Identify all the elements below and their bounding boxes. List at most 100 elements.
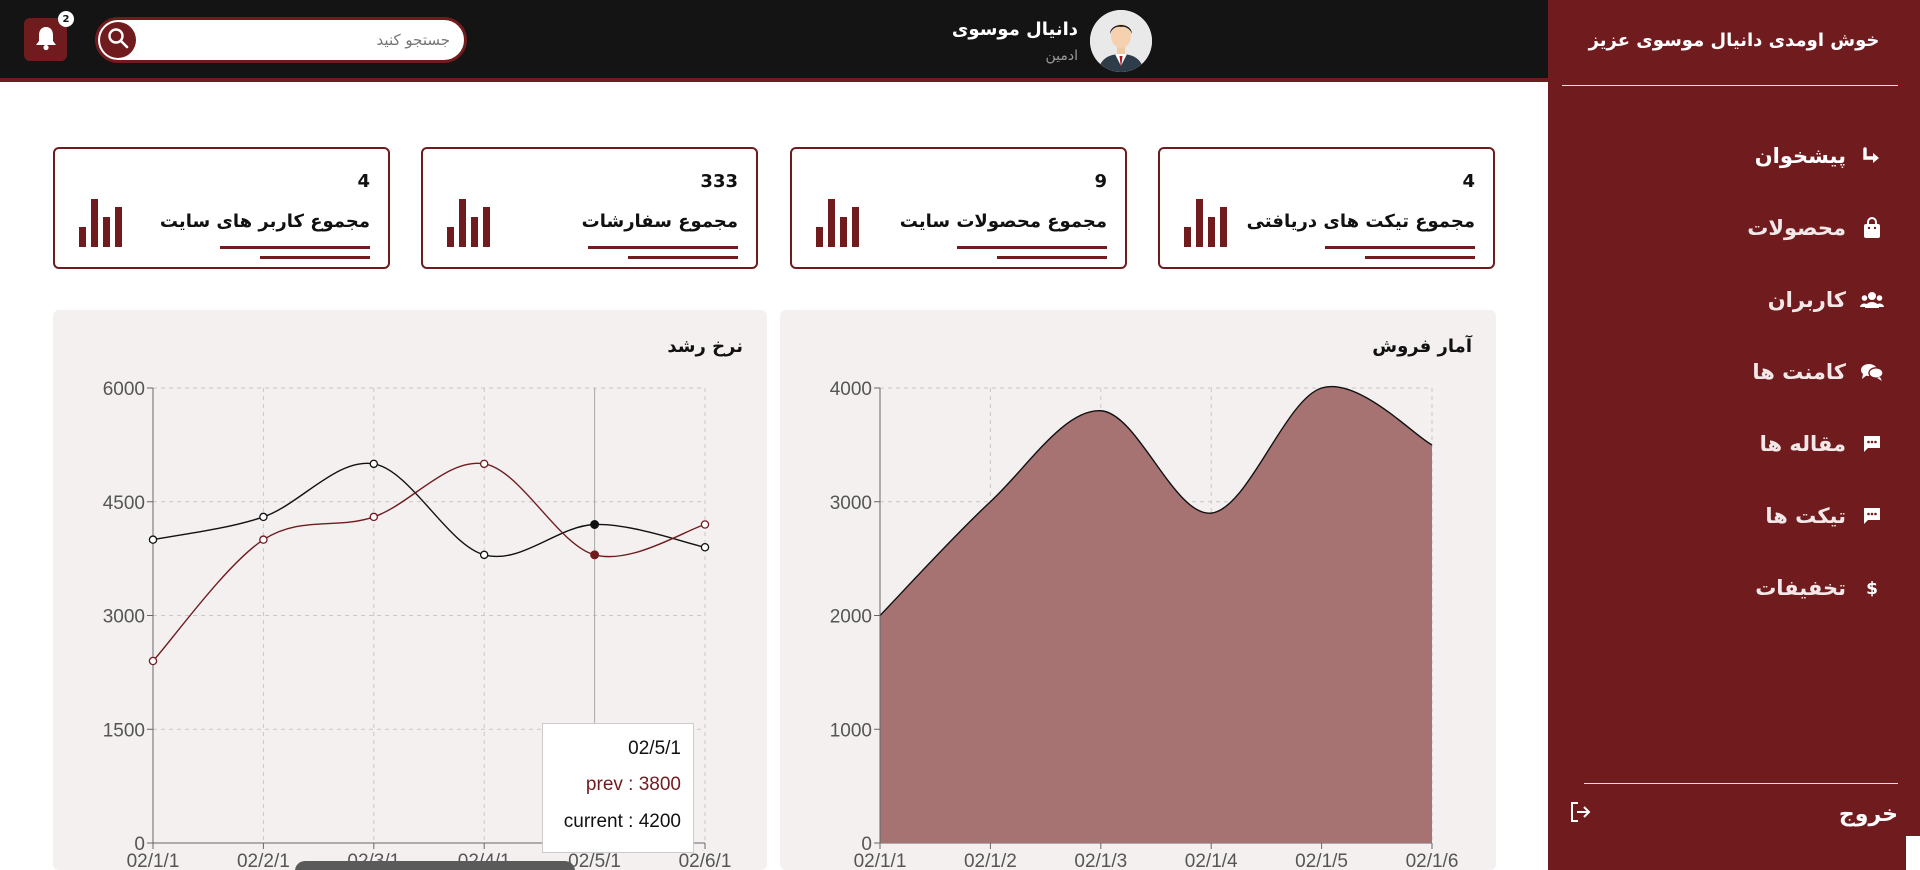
logout-icon bbox=[1568, 800, 1592, 828]
sidebar-divider bbox=[1584, 783, 1898, 784]
bottom-scroll-handle[interactable] bbox=[295, 861, 575, 870]
current-data-point bbox=[700, 542, 710, 552]
prev-data-point bbox=[590, 550, 600, 560]
stat-value: 333 bbox=[700, 171, 738, 192]
current-data-point bbox=[148, 535, 158, 544]
prev-data-point bbox=[259, 535, 268, 544]
prev-data-point bbox=[369, 512, 379, 522]
notifications-button[interactable] bbox=[24, 18, 67, 61]
svg-text:$: $ bbox=[1866, 579, 1878, 599]
current-data-point bbox=[259, 512, 268, 522]
x-tick-label: 02/1/2 bbox=[964, 851, 1017, 870]
x-tick-label: 02/6/1 bbox=[679, 851, 732, 870]
tooltip-date: 02/5/1 bbox=[628, 738, 681, 759]
user-profile[interactable]: دانیال موسوی ادمین bbox=[952, 10, 1152, 72]
sales-area bbox=[880, 386, 1432, 843]
search-button[interactable] bbox=[100, 22, 136, 58]
sales-chart-panel: آمار فروش 0 1000 2000 3000 4000 02/1/1 02/1/2 0… bbox=[780, 310, 1496, 870]
user-role: ادمین bbox=[1045, 47, 1078, 64]
chart-tooltip: 02/5/1 prev : 3800 current : 4200 bbox=[542, 723, 694, 853]
prev-data-point bbox=[700, 520, 710, 529]
stat-card-tickets: 4 مجموع تیکت های دریافتی bbox=[1158, 147, 1495, 269]
sidebar-item-label: تیکت ها bbox=[1765, 504, 1846, 528]
card-underline bbox=[628, 256, 738, 259]
users-icon bbox=[1860, 288, 1884, 312]
stat-card-orders: 333 مجموع سفارشات bbox=[421, 147, 758, 269]
search-box bbox=[95, 17, 467, 63]
sidebar: خوش اومدی دانیال موسوی عزیز پیشخوان محصو… bbox=[1548, 0, 1920, 870]
y-tick-label: 2000 bbox=[830, 607, 872, 628]
y-tick-label: 1000 bbox=[830, 720, 872, 741]
user-info: دانیال موسوی ادمین bbox=[952, 19, 1078, 64]
x-tick-label: 02/2/1 bbox=[237, 851, 290, 870]
bar-chart-icon bbox=[447, 199, 490, 247]
x-tick-label: 02/1/1 bbox=[854, 851, 907, 870]
x-tick-label: 02/1/4 bbox=[1185, 851, 1238, 870]
tooltip-current: current : 4200 bbox=[563, 811, 681, 832]
avatar bbox=[1090, 10, 1152, 72]
y-tick-label: 4500 bbox=[103, 493, 145, 514]
stat-value: 9 bbox=[1094, 171, 1107, 192]
y-tick-label: 6000 bbox=[103, 379, 145, 400]
tooltip-prev: prev : 3800 bbox=[585, 774, 681, 795]
bar-chart-icon bbox=[816, 199, 859, 247]
stat-label: مجموع تیکت های دریافتی bbox=[1246, 211, 1475, 232]
prev-series-line bbox=[152, 462, 706, 662]
stat-card-users: 4 مجموع کاربر های سایت bbox=[53, 147, 390, 269]
card-underline bbox=[997, 256, 1107, 259]
sidebar-item-articles[interactable]: مقاله ها bbox=[1747, 408, 1884, 480]
message-icon bbox=[1860, 432, 1884, 456]
notification-badge: 2 bbox=[58, 11, 74, 27]
sales-area-chart: 0 1000 2000 3000 4000 02/1/1 02/1/2 02/1/3 02/1/… bbox=[830, 379, 1459, 870]
sidebar-item-label: تخفیفات bbox=[1755, 576, 1846, 600]
stat-value: 4 bbox=[1462, 171, 1475, 192]
bar-chart-icon bbox=[79, 199, 122, 247]
card-underline bbox=[957, 246, 1107, 249]
prev-data-point bbox=[148, 656, 158, 666]
logout-label: خروج bbox=[1838, 801, 1898, 827]
x-tick-label: 02/1/6 bbox=[1406, 851, 1459, 870]
scrollbar[interactable] bbox=[1906, 836, 1920, 870]
sidebar-item-dashboard[interactable]: پیشخوان bbox=[1747, 120, 1884, 192]
dollar-icon: $ bbox=[1860, 576, 1884, 600]
sidebar-item-discounts[interactable]: تخفیفات $ bbox=[1747, 552, 1884, 624]
shopping-bag-icon bbox=[1860, 216, 1884, 240]
current-data-point bbox=[369, 459, 379, 469]
bar-chart-icon bbox=[1184, 199, 1227, 247]
stat-label: مجموع سفارشات bbox=[581, 211, 738, 232]
welcome-text: خوش اومدی دانیال موسوی عزیز bbox=[1588, 30, 1880, 51]
card-underline bbox=[588, 246, 738, 249]
sidebar-divider bbox=[1562, 85, 1898, 86]
search-icon bbox=[107, 27, 129, 53]
y-tick-label: 3000 bbox=[830, 493, 872, 514]
sidebar-menu: پیشخوان محصولات کاربران کامنت ها bbox=[1747, 120, 1884, 624]
chart-title: آمار فروش bbox=[1372, 336, 1472, 357]
sidebar-item-tickets[interactable]: تیکت ها bbox=[1747, 480, 1884, 552]
current-data-point bbox=[479, 550, 489, 560]
sidebar-item-products[interactable]: محصولات bbox=[1747, 192, 1884, 264]
user-name: دانیال موسوی bbox=[951, 18, 1078, 40]
search-input[interactable] bbox=[144, 26, 450, 54]
card-underline bbox=[220, 246, 370, 249]
sales-line bbox=[879, 385, 1433, 616]
growth-chart-panel: نرخ رشد 0 1500 3000 4500 6000 02/1/1 02/2/1 02/… bbox=[53, 310, 767, 870]
sidebar-item-users[interactable]: کاربران bbox=[1747, 264, 1884, 336]
x-tick-label: 02/1/5 bbox=[1295, 851, 1348, 870]
y-tick-label: 4000 bbox=[830, 379, 872, 400]
x-tick-label: 02/1/3 bbox=[1074, 851, 1127, 870]
sidebar-item-label: پیشخوان bbox=[1754, 144, 1846, 168]
y-tick-label: 3000 bbox=[103, 607, 145, 628]
card-underline bbox=[260, 256, 370, 259]
prev-data-point bbox=[479, 459, 489, 469]
logout-button[interactable]: خروج bbox=[1568, 796, 1898, 832]
y-tick-label: 0 bbox=[861, 834, 872, 855]
y-tick-label: 0 bbox=[134, 834, 145, 855]
top-header: 2 دانیال موسوی ادمین bbox=[0, 0, 1548, 82]
sidebar-item-label: کاربران bbox=[1767, 288, 1846, 312]
x-tick-label: 02/5/1 bbox=[568, 851, 621, 870]
sidebar-item-comments[interactable]: کامنت ها bbox=[1747, 336, 1884, 408]
bell-icon bbox=[34, 25, 58, 55]
comments-icon bbox=[1860, 360, 1884, 384]
current-series-line bbox=[152, 462, 706, 558]
